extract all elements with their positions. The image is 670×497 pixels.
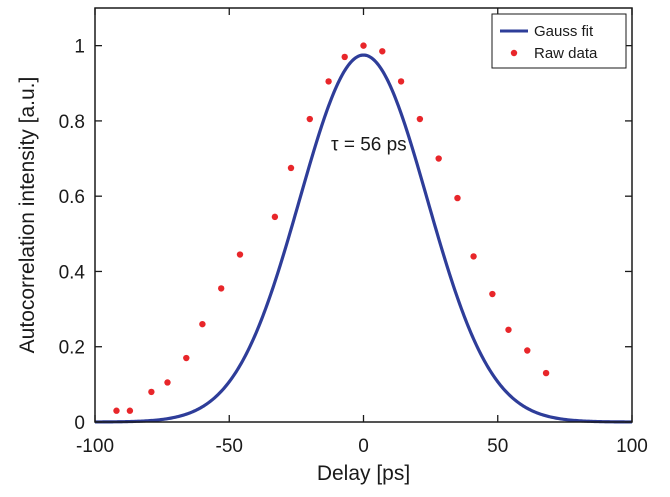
raw-data-point [470, 253, 477, 260]
y-tick-label: 1 [74, 37, 85, 58]
raw-data-point [113, 407, 120, 414]
y-tick-label: 0.6 [59, 187, 85, 208]
plot-marks [94, 42, 633, 424]
raw-data-point [217, 285, 225, 292]
y-axis-label: Autocorrelation intensity [a.u.] [16, 77, 39, 354]
raw-data-point [397, 78, 405, 85]
raw-data-point [306, 115, 313, 123]
raw-data-point [505, 326, 512, 333]
raw-data-point [199, 320, 206, 328]
y-tick-label: 0.8 [59, 112, 85, 133]
raw-data-point [148, 388, 155, 396]
raw-data-point [271, 213, 279, 221]
pulse-width-annotation: τ = 56 ps [331, 135, 407, 156]
x-tick-label: 0 [358, 436, 369, 457]
raw-data-point [454, 194, 461, 202]
raw-data-point [341, 53, 348, 61]
legend-entry-raw-data: Raw data [534, 45, 598, 62]
gauss-fit-line [94, 53, 633, 424]
raw-data-point [325, 78, 332, 85]
y-tick-label: 0 [74, 413, 85, 434]
x-tick-label: -100 [76, 436, 114, 457]
x-tick-label: 50 [487, 436, 508, 457]
raw-data-point [416, 115, 424, 123]
y-tick-label: 0.2 [59, 338, 85, 359]
raw-data-point [379, 48, 386, 55]
legend-entry-gauss-fit: Gauss fit [534, 23, 594, 40]
raw-data-point [164, 379, 171, 386]
x-tick-label: -50 [216, 436, 243, 457]
y-tick-label: 0.4 [59, 262, 86, 283]
axis-ticks: -100 -50 0 50 100 0 0.2 0.4 0.6 0.8 1 [59, 8, 648, 457]
legend: Gauss fit Raw data [491, 13, 627, 69]
raw-data-point [287, 164, 295, 172]
plot-frame [94, 7, 633, 423]
raw-data-point [183, 354, 190, 362]
raw-data-point [435, 155, 442, 162]
legend-box [491, 13, 627, 69]
x-tick-label: 100 [616, 436, 648, 457]
raw-data-point [360, 42, 367, 49]
raw-data-point [236, 251, 244, 258]
raw-data-point [126, 407, 134, 414]
x-axis-label: Delay [ps] [317, 462, 410, 485]
raw-data-point [489, 290, 496, 298]
raw-data-point [542, 369, 550, 377]
legend-dot-swatch [510, 49, 518, 57]
raw-data-point [524, 347, 531, 354]
